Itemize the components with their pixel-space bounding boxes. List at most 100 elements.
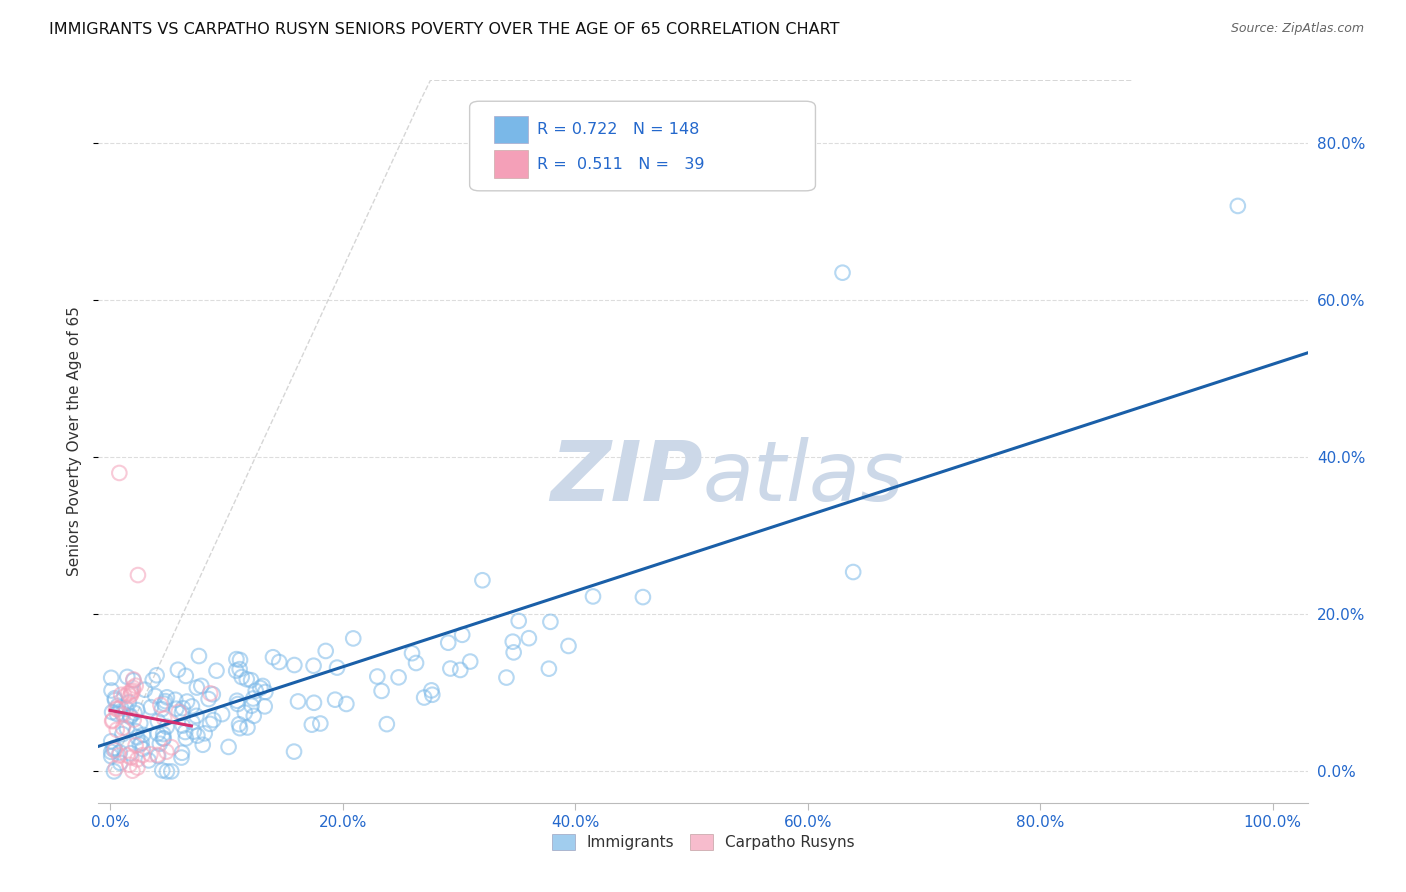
Point (211, 707, 233, 722)
Point (228, 717, 250, 731)
Point (420, 688, 443, 702)
Point (131, 742, 153, 756)
Point (225, 652, 247, 666)
Text: IMMIGRANTS VS CARPATHO RUSYN SENIORS POVERTY OVER THE AGE OF 65 CORRELATION CHAR: IMMIGRANTS VS CARPATHO RUSYN SENIORS POV… (49, 22, 839, 37)
Point (127, 703, 149, 717)
Point (146, 748, 169, 763)
Point (186, 709, 208, 723)
Point (146, 747, 169, 762)
Point (111, 721, 134, 735)
Point (375, 717, 398, 731)
Point (122, 673, 145, 688)
Point (181, 715, 204, 730)
Point (152, 731, 174, 746)
Point (187, 648, 209, 663)
Point (225, 664, 247, 678)
Point (301, 717, 323, 731)
Point (190, 679, 212, 693)
Point (205, 664, 228, 678)
Point (439, 661, 461, 675)
Point (146, 726, 169, 740)
Point (107, 702, 129, 716)
Point (143, 689, 166, 703)
Point (105, 723, 128, 737)
Point (120, 684, 142, 698)
Point (100, 734, 122, 748)
Point (115, 722, 138, 736)
Point (170, 750, 193, 764)
Point (128, 738, 150, 752)
Point (124, 739, 146, 753)
Point (170, 746, 193, 760)
Text: R =  0.511   N =   39: R = 0.511 N = 39 (537, 157, 704, 171)
Point (100, 683, 122, 698)
Point (401, 646, 423, 660)
Y-axis label: Seniors Poverty Over the Age of 65: Seniors Poverty Over the Age of 65 (67, 307, 83, 576)
Point (124, 679, 146, 693)
Point (254, 685, 277, 699)
Point (228, 662, 250, 676)
Point (105, 706, 128, 721)
Point (242, 709, 264, 723)
Point (420, 683, 443, 698)
Point (149, 698, 172, 712)
Point (142, 673, 165, 687)
Point (101, 742, 124, 756)
Point (112, 707, 135, 722)
Point (108, 748, 131, 763)
Point (235, 672, 257, 686)
Point (120, 709, 142, 723)
Point (262, 650, 284, 665)
Point (153, 697, 176, 711)
Point (252, 679, 274, 693)
Point (160, 740, 183, 755)
Point (167, 663, 190, 677)
Point (101, 714, 124, 728)
Point (120, 746, 142, 760)
Text: atlas: atlas (703, 437, 904, 518)
Point (156, 690, 179, 705)
Point (174, 731, 197, 746)
Point (156, 764, 179, 779)
Point (108, 746, 131, 760)
Point (236, 721, 259, 735)
Point (145, 668, 167, 682)
Point (118, 689, 141, 703)
Point (174, 725, 197, 739)
Point (201, 687, 224, 701)
Point (155, 745, 177, 759)
Point (283, 658, 305, 673)
Point (124, 706, 146, 720)
FancyBboxPatch shape (494, 116, 527, 143)
Point (108, 756, 131, 770)
Point (103, 764, 125, 779)
Point (127, 568, 149, 582)
Point (180, 699, 202, 714)
Point (100, 749, 122, 764)
Point (183, 724, 205, 739)
Point (1226, 199, 1249, 213)
Point (107, 698, 129, 713)
Point (110, 688, 132, 702)
Point (103, 740, 125, 755)
Point (120, 750, 142, 764)
Point (366, 669, 388, 683)
Point (283, 745, 305, 759)
Point (226, 694, 249, 708)
Point (194, 726, 217, 740)
Point (131, 748, 153, 763)
Point (537, 662, 560, 676)
Point (134, 682, 156, 697)
Point (146, 714, 169, 729)
Point (174, 669, 197, 683)
Point (287, 694, 309, 708)
Point (104, 702, 127, 716)
Point (471, 574, 494, 588)
Point (302, 658, 325, 673)
Point (117, 748, 139, 763)
Point (117, 686, 139, 700)
Point (118, 696, 141, 710)
Point (508, 614, 530, 628)
Point (122, 713, 145, 727)
Point (153, 712, 176, 726)
